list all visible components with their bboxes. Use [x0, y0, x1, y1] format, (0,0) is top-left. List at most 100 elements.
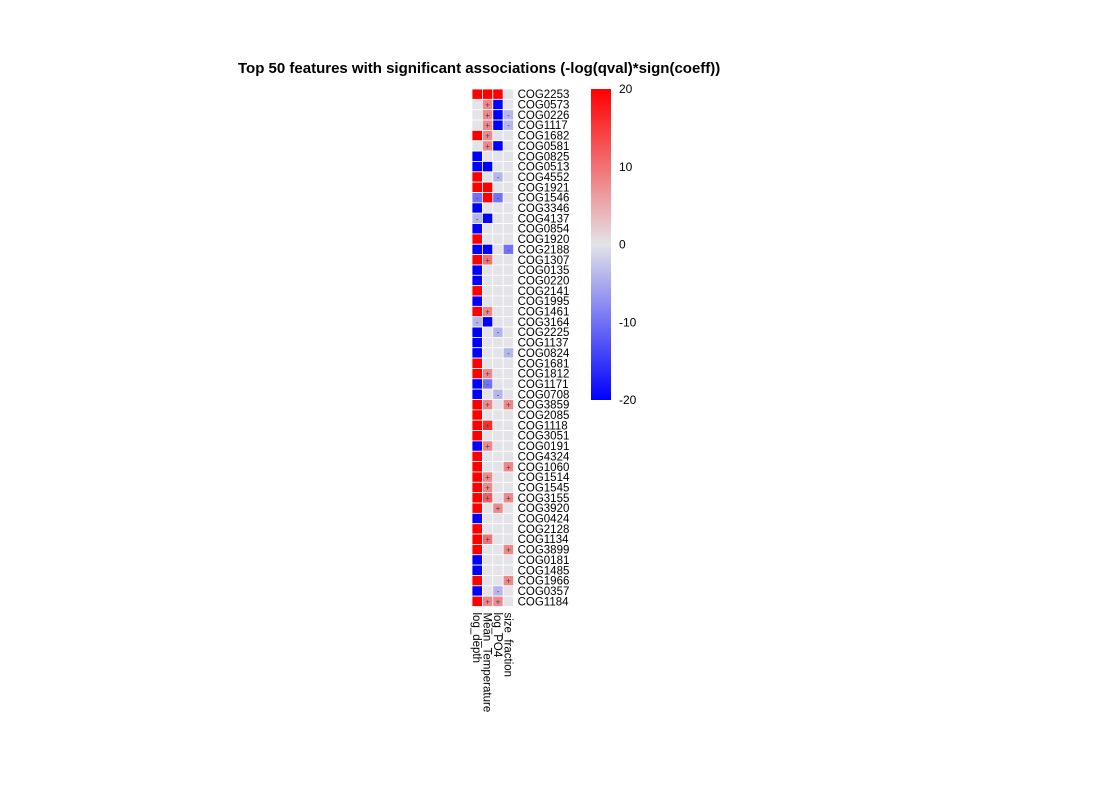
- heatmap-cell: [492, 274, 504, 287]
- cell-significance-mark: -: [507, 121, 510, 130]
- heatmap-cell: [471, 171, 483, 183]
- heatmap-cell: [481, 264, 494, 276]
- heatmap-cell: [471, 223, 483, 235]
- legend-colorbar: [591, 89, 611, 400]
- heatmap-cell: [492, 564, 504, 576]
- heatmap-cell: [492, 285, 504, 297]
- row-label: COG0191: [518, 441, 570, 453]
- row-label: COG4137: [518, 213, 570, 225]
- cell-significance-mark: +: [485, 473, 490, 482]
- heatmap-cell: [502, 316, 515, 328]
- row-label: COG1921: [518, 182, 570, 194]
- row-label: COG2128: [518, 524, 570, 536]
- heatmap-cell: [502, 378, 515, 390]
- row-label: COG3920: [518, 503, 570, 515]
- row-label: COG1545: [518, 482, 570, 494]
- heatmap-cell: [471, 109, 483, 121]
- heatmap-cell: [502, 512, 515, 525]
- cell-significance-mark: -: [507, 245, 510, 254]
- heatmap-cell: [492, 409, 504, 421]
- heatmap-cell: [481, 430, 494, 442]
- column-label: Mean_Temperature: [481, 613, 493, 713]
- heatmap-cell: [492, 264, 504, 276]
- row-label: COG4324: [518, 451, 570, 463]
- heatmap-cell: [492, 378, 504, 390]
- heatmap-cell: [471, 533, 483, 545]
- heatmap-cell: [502, 368, 515, 380]
- legend-ticks: 20 10 0 -10 -20: [619, 82, 637, 407]
- row-label: COG1920: [518, 234, 570, 246]
- heatmap-cell: [471, 512, 483, 525]
- heatmap-cell: [502, 223, 515, 235]
- heatmap-cell: [502, 336, 515, 349]
- heatmap-cell: [471, 233, 483, 245]
- heatmap-cell: [492, 440, 504, 452]
- chart-title: Top 50 features with significant associa…: [238, 60, 721, 77]
- heatmap-cell: [502, 533, 515, 545]
- heatmap-cell: [471, 554, 483, 566]
- heatmap-cell: [471, 481, 483, 494]
- heatmap-cell: [502, 326, 515, 338]
- heatmap-cell: [492, 150, 504, 162]
- cell-significance-mark: -: [476, 194, 479, 203]
- heatmap-cell: [492, 523, 504, 535]
- heatmap-cell: [481, 192, 494, 204]
- row-label: COG3051: [518, 431, 570, 443]
- heatmap-cell: [492, 357, 504, 369]
- heatmap-cell: [471, 202, 483, 214]
- row-label: COG1514: [518, 472, 570, 484]
- row-label: COG4552: [518, 172, 570, 184]
- heatmap-cell: [492, 305, 504, 318]
- heatmap-cell: [492, 181, 504, 193]
- heatmap-cell: [471, 544, 483, 556]
- cell-significance-mark: +: [485, 597, 490, 606]
- heatmap-cell: [502, 481, 515, 494]
- heatmap-cell: [481, 316, 494, 328]
- heatmap-cell: [481, 202, 494, 214]
- heatmap-cell: [481, 285, 494, 297]
- heatmap-cell: [492, 544, 504, 556]
- heatmap-cell: [492, 98, 504, 111]
- heatmap-cell: [471, 523, 483, 535]
- column-labels: log_depthMean_Temperaturelog_PO4size_fra…: [470, 613, 513, 713]
- heatmap-cell: [481, 150, 494, 162]
- heatmap-cell: [492, 243, 504, 256]
- heatmap-cell: [481, 575, 494, 587]
- row-label: COG0824: [518, 348, 570, 360]
- heatmap-cell: [492, 347, 504, 359]
- heatmap-cell: [502, 161, 515, 173]
- heatmap-cell: [492, 202, 504, 214]
- row-label: COG1681: [518, 358, 570, 370]
- heatmap-cell: [502, 523, 515, 535]
- heatmap-cell: [502, 181, 515, 193]
- row-label: COG1682: [518, 131, 570, 143]
- heatmap-cell: [502, 585, 515, 597]
- row-label: COG0581: [518, 141, 570, 153]
- cell-significance-mark: +: [485, 121, 490, 130]
- row-labels: COG2253COG0573COG0226COG1117COG1682COG05…: [518, 89, 570, 608]
- heatmap-cell: [481, 233, 494, 245]
- cell-significance-mark: +: [485, 421, 490, 430]
- heatmap-cell: [481, 336, 494, 349]
- heatmap-cells: ++ -+ -++-- ---++---+--+ +++++++ +++++-+ +: [471, 88, 515, 607]
- cell-significance-mark: +: [506, 546, 511, 555]
- row-label: COG0181: [518, 555, 570, 567]
- heatmap-cell: [481, 181, 494, 193]
- cell-significance-mark: +: [485, 142, 490, 151]
- heatmap-cell: [481, 171, 494, 183]
- heatmap-cell: [481, 161, 494, 173]
- heatmap-cell: [492, 316, 504, 328]
- heatmap-cell: [492, 419, 504, 431]
- heatmap-cell: [502, 150, 515, 162]
- cell-significance-mark: -: [497, 587, 500, 596]
- heatmap-cell: [502, 274, 515, 287]
- heatmap-cell: [502, 88, 515, 100]
- row-label: COG1134: [518, 534, 570, 546]
- heatmap-cell: [471, 378, 483, 390]
- heatmap-cell: [471, 285, 483, 297]
- row-label: COG1995: [518, 296, 570, 308]
- heatmap-cell: [502, 129, 515, 142]
- row-label: COG3164: [518, 317, 570, 329]
- row-label: COG3155: [518, 493, 570, 505]
- heatmap-cell: [502, 233, 515, 245]
